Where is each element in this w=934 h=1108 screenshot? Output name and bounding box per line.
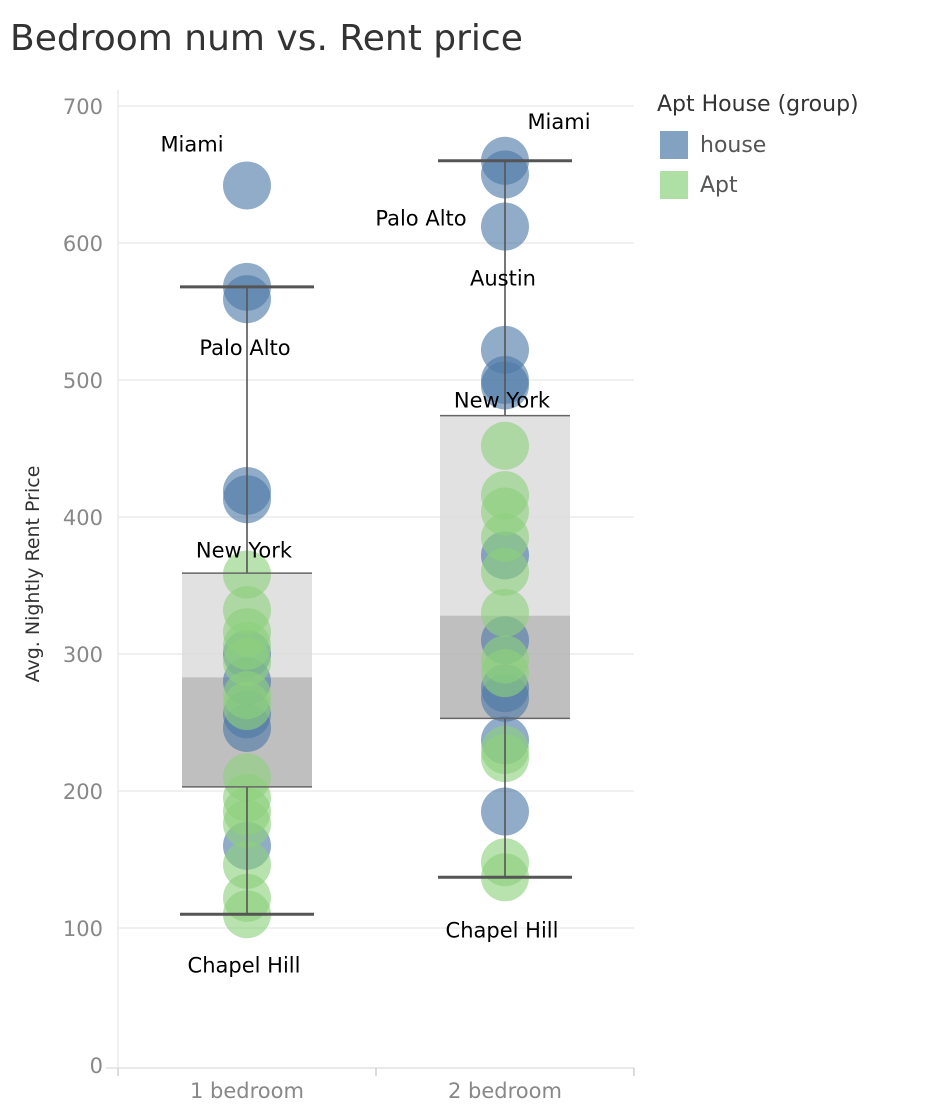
point-apt [223, 638, 271, 687]
legend-swatch-apt [660, 171, 688, 199]
x-tick-label-2-bedroom: 2 bedroom [448, 1079, 562, 1103]
y-tick-label-600: 600 [63, 232, 103, 256]
legend-item-house[interactable]: house [657, 125, 859, 165]
y-tick-label-100: 100 [63, 917, 103, 941]
annotation-chapel-hill: Chapel Hill [188, 953, 301, 977]
legend-item-apt[interactable]: Apt [657, 165, 859, 205]
annotation-miami: Miami [160, 132, 223, 156]
y-tick-label-400: 400 [63, 506, 103, 530]
point-apt [223, 682, 271, 731]
annotation-new-york: New York [454, 389, 551, 413]
annotation-austin: Austin [470, 267, 536, 291]
legend-swatch-house [660, 131, 688, 159]
legend-label-house: house [700, 132, 767, 158]
point-apt [481, 649, 529, 698]
legend-title: Apt House (group) [657, 92, 859, 117]
y-tick-label-300: 300 [63, 643, 103, 667]
legend: Apt House (group) house Apt [657, 92, 859, 205]
x-tick-label-1-bedroom: 1 bedroom [190, 1079, 304, 1103]
point-apt [481, 547, 529, 596]
annotation-miami: Miami [527, 110, 590, 134]
annotation-chapel-hill: Chapel Hill [446, 918, 559, 942]
y-tick-label-700: 700 [63, 95, 103, 119]
annotation-palo-alto: Palo Alto [199, 336, 290, 360]
y-tick-label-500: 500 [63, 369, 103, 393]
point-apt [481, 588, 529, 637]
data-points [180, 136, 572, 939]
annotations: Miami Palo Alto New York Chapel Hill Miami Pa… [160, 110, 590, 977]
axes: 0 100 200 300 400 500 600 700 1 bedroom 2 bedroom [63, 90, 635, 1103]
chart-title: Bedroom num vs. Rent price [10, 18, 523, 59]
annotation-new-york: New York [196, 539, 293, 563]
point-house [223, 161, 271, 210]
y-tick-label-0: 0 [90, 1054, 103, 1078]
point-apt [481, 421, 529, 470]
legend-label-apt: Apt [700, 172, 738, 198]
annotation-palo-alto: Palo Alto [375, 207, 466, 231]
point-apt [481, 513, 529, 562]
point-apt [223, 550, 271, 599]
y-tick-label-200: 200 [63, 780, 103, 804]
